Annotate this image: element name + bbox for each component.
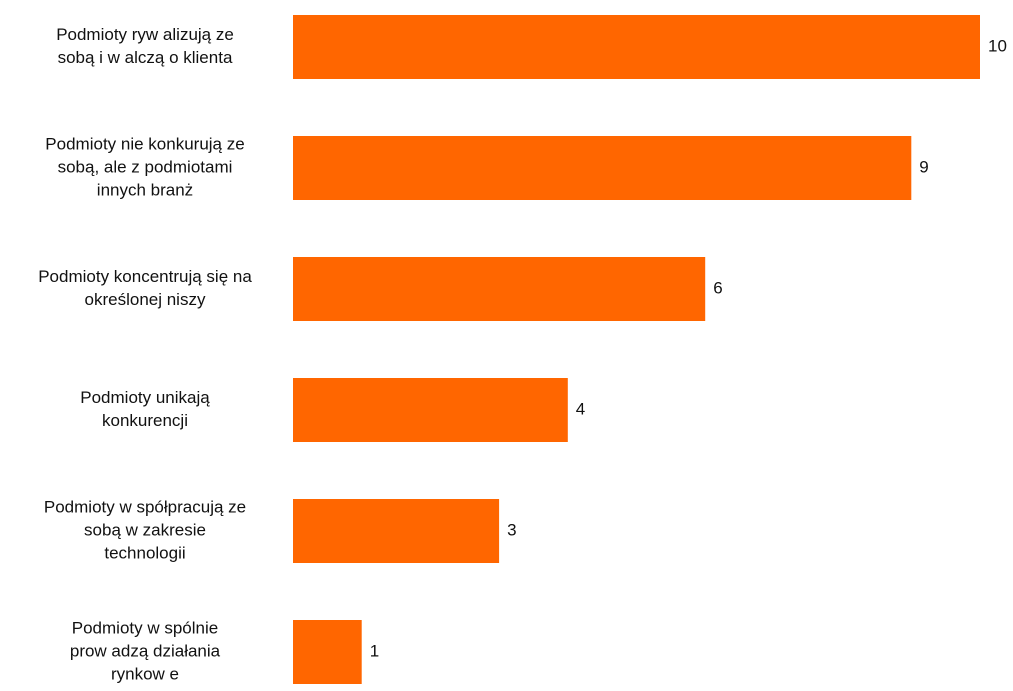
category-label-line: sobą i w alczą o klienta [58,48,233,67]
category-label-line: Podmioty koncentrują się na [38,267,252,286]
category-label-line: sobą w zakresie [84,520,206,539]
category-label-line: sobą, ale z podmiotami [58,157,233,176]
bar [293,499,500,563]
category-label: Podmioty koncentrują się na określonej ni… [38,267,252,309]
category-label: Podmioty unikają konkurencji [80,388,210,430]
bar [293,15,980,79]
category-label: Podmioty ryw alizują ze sobą i w alczą o … [56,25,234,67]
bar-value-label: 1 [370,641,379,660]
bar-series [293,15,980,684]
category-label-line: rynkow e [111,664,179,683]
category-label: Podmioty w spółpracują ze sobą w zakresie… [44,497,246,562]
bar-value-label: 4 [576,399,585,418]
bar-value-label: 10 [988,36,1007,55]
bar [293,257,706,321]
category-label-line: Podmioty w spółpracują ze [44,497,246,516]
category-label-line: technologii [104,543,185,562]
bar [293,136,912,200]
category-label-line: Podmioty ryw alizują ze [56,25,234,44]
category-label: Podmioty w spólnie prow adzą działania ryn… [70,618,221,683]
category-label: Podmioty nie konkurują ze sobą, ale z pod… [45,134,244,199]
category-label-line: Podmioty unikają [80,388,210,407]
category-label-line: prow adzą działania [70,641,221,660]
category-label-line: innych branż [97,180,193,199]
category-labels: Podmioty ryw alizują ze sobą i w alczą o … [38,25,252,684]
bar-value-label: 3 [507,520,516,539]
bar [293,378,568,442]
category-label-line: określonej niszy [85,290,206,309]
bar [293,620,362,684]
category-label-line: Podmioty w spólnie [72,618,218,637]
bar-value-label: 6 [713,278,722,297]
bar-value-label: 9 [919,157,928,176]
category-label-line: Podmioty nie konkurują ze [45,134,244,153]
value-labels: 10 9 6 4 3 1 [370,36,1007,660]
category-label-line: konkurencji [102,411,188,430]
